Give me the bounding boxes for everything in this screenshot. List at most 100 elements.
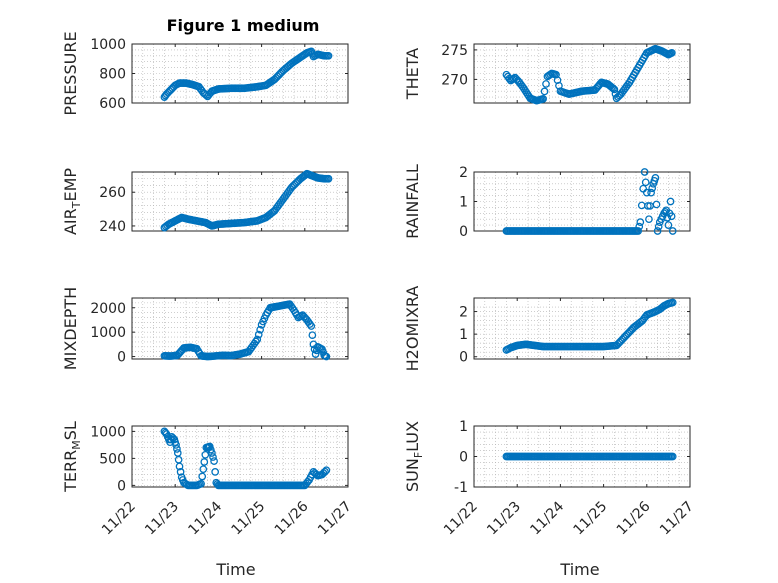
y-tick-label: 1 (459, 419, 468, 435)
y-tick-label: 0 (459, 450, 468, 466)
y-tick-label: 2 (459, 305, 468, 321)
y-axis-label: MIXDEPTH (61, 287, 80, 370)
y-tick-label: -1 (454, 480, 468, 496)
x-axis-label: Time (559, 560, 599, 579)
y-tick-label: 600 (99, 96, 126, 112)
data-point (667, 212, 676, 221)
axes-box (131, 171, 349, 232)
y-axis-label: TERRMSL (61, 421, 83, 493)
data-point (209, 453, 217, 461)
data-point (308, 331, 317, 340)
data-point (321, 467, 329, 476)
data-point (211, 468, 220, 476)
data-point (206, 445, 215, 454)
y-axis-label-suffix: LUX (403, 421, 422, 452)
y-tick-label: 1000 (90, 37, 126, 53)
y-tick-label: 1 (459, 195, 468, 211)
data-point (652, 200, 661, 209)
data-point (668, 298, 677, 307)
data-point (251, 337, 260, 346)
data-point (173, 445, 181, 453)
data-point (254, 330, 263, 339)
y-tick-label: 275 (441, 43, 468, 59)
y-tick-label: 800 (99, 67, 126, 83)
data-point (668, 452, 677, 461)
data-point (199, 465, 208, 474)
axes-box (473, 297, 691, 360)
y-tick-label: 0 (117, 478, 126, 494)
y-tick-label: 240 (99, 219, 126, 235)
y-axis-label-suffix: EMP (61, 168, 80, 202)
data-point (256, 325, 265, 334)
data-series (160, 300, 331, 361)
data-series (502, 168, 677, 235)
data-point (197, 479, 205, 488)
data-point (307, 322, 316, 330)
subplot-3: 240 260 AIRTEMP (61, 168, 349, 235)
data-point (169, 434, 177, 442)
data-point (205, 442, 214, 451)
data-point (666, 197, 675, 206)
y-axis-label: PRESSURE (61, 31, 80, 115)
y-tick-label: 0 (459, 224, 468, 240)
data-point (324, 174, 333, 183)
y-axis-label: THETA (403, 48, 422, 100)
data-point (301, 170, 310, 179)
data-point (636, 218, 645, 226)
data-point (641, 178, 650, 187)
data-point (176, 468, 185, 476)
data-point (663, 213, 672, 222)
data-series (160, 427, 331, 490)
data-series (502, 298, 677, 354)
y-tick-label: 0 (459, 350, 468, 366)
y-tick-label: 1000 (90, 424, 126, 440)
data-point (210, 457, 218, 465)
data-series (160, 47, 333, 101)
data-point (200, 458, 209, 466)
data-series (160, 169, 333, 232)
y-axis-label-subscript: F (412, 452, 425, 458)
data-point (202, 91, 211, 99)
data-point (305, 320, 314, 328)
y-axis-label: RAINFALL (403, 164, 422, 239)
data-point (653, 227, 662, 235)
y-tick-label: 0 (117, 350, 126, 366)
data-point (324, 51, 333, 60)
data-point (175, 462, 184, 471)
data-series (502, 452, 677, 461)
y-tick-label: 1000 (90, 325, 126, 341)
data-point (542, 80, 550, 88)
y-axis-label-subscript: T (70, 201, 83, 209)
data-point (634, 227, 643, 235)
data-point (668, 48, 676, 57)
data-point (253, 335, 262, 344)
y-tick-label: 1 (459, 327, 468, 343)
subplot-1: 600 800 1000 PRESSURE (61, 31, 349, 116)
y-axis-label: AIRTEMP (61, 168, 83, 235)
data-point (644, 202, 652, 210)
data-point (198, 472, 207, 481)
subplot-6: 0 1 2 H2OMIXRA (403, 286, 691, 371)
data-point (648, 184, 657, 193)
y-tick-label: 260 (99, 185, 126, 201)
y-tick-label: 500 (99, 451, 126, 467)
subplot-4: 0 1 2 RAINFALL (403, 164, 691, 240)
data-point (311, 350, 320, 358)
x-axis-label: Time (215, 560, 255, 579)
subplot-5: 0 1000 2000 MIXDEPTH (61, 287, 349, 370)
y-tick-label: 270 (441, 72, 468, 88)
data-point (635, 222, 644, 231)
data-point (509, 74, 518, 83)
data-point (322, 466, 331, 475)
y-tick-label: 2 (459, 165, 468, 181)
data-point (172, 441, 180, 449)
data-point (664, 221, 673, 229)
data-point (540, 87, 549, 96)
data-point (651, 174, 660, 182)
data-series (502, 44, 676, 105)
subplot-2: 270 275 THETA (403, 43, 691, 105)
figure-title: Figure 1 medium (167, 16, 320, 35)
